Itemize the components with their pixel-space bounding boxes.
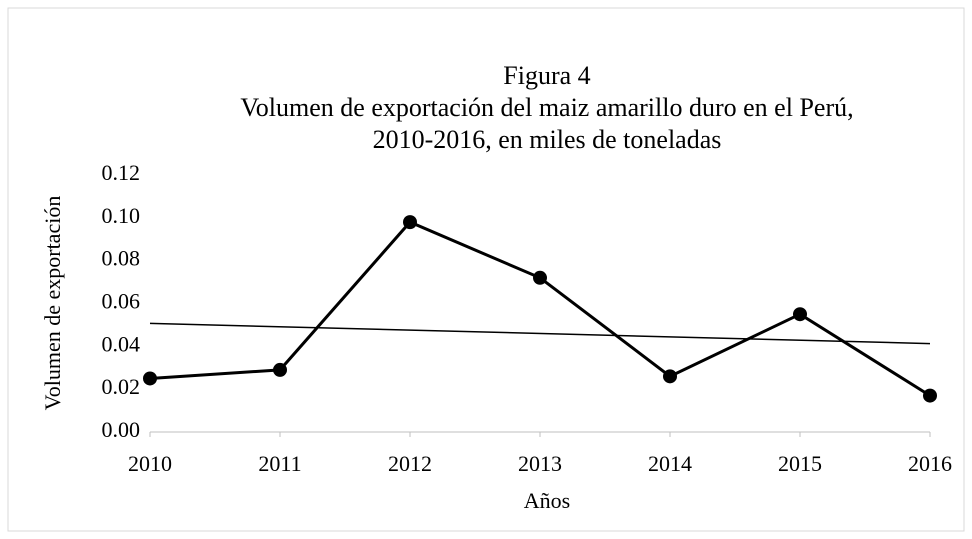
trend-line [149,322,931,345]
y-tick-label: 0.06 [102,289,141,314]
chart-title: 2010-2016, en miles de toneladas [373,125,722,154]
x-tick-label: 2012 [388,451,432,476]
x-axis-label: Años [524,488,570,513]
data-point [403,215,417,230]
data-point [273,362,287,377]
x-tick-label: 2010 [128,451,172,476]
y-tick-label: 0.04 [102,331,141,356]
data-point [793,307,807,322]
y-axis-label: Volumen de exportación [40,196,65,411]
data-point [143,371,157,386]
data-point [533,270,547,285]
data-point [923,388,937,403]
x-tick-label: 2015 [778,451,822,476]
x-tick-label: 2013 [518,451,562,476]
chart-title: Figura 4 [503,61,590,90]
y-tick-label: 0.02 [102,374,141,399]
y-tick-label: 0.00 [102,417,141,442]
x-tick-label: 2014 [648,451,692,476]
y-tick-label: 0.12 [102,160,141,185]
x-tick-label: 2011 [258,451,301,476]
chart-title: Volumen de exportación del maiz amarillo… [240,93,853,122]
chart-frame [7,7,965,532]
x-tick-label: 2016 [908,451,952,476]
y-tick-label: 0.10 [102,203,141,228]
data-point [663,369,677,384]
y-tick-label: 0.08 [102,246,141,271]
